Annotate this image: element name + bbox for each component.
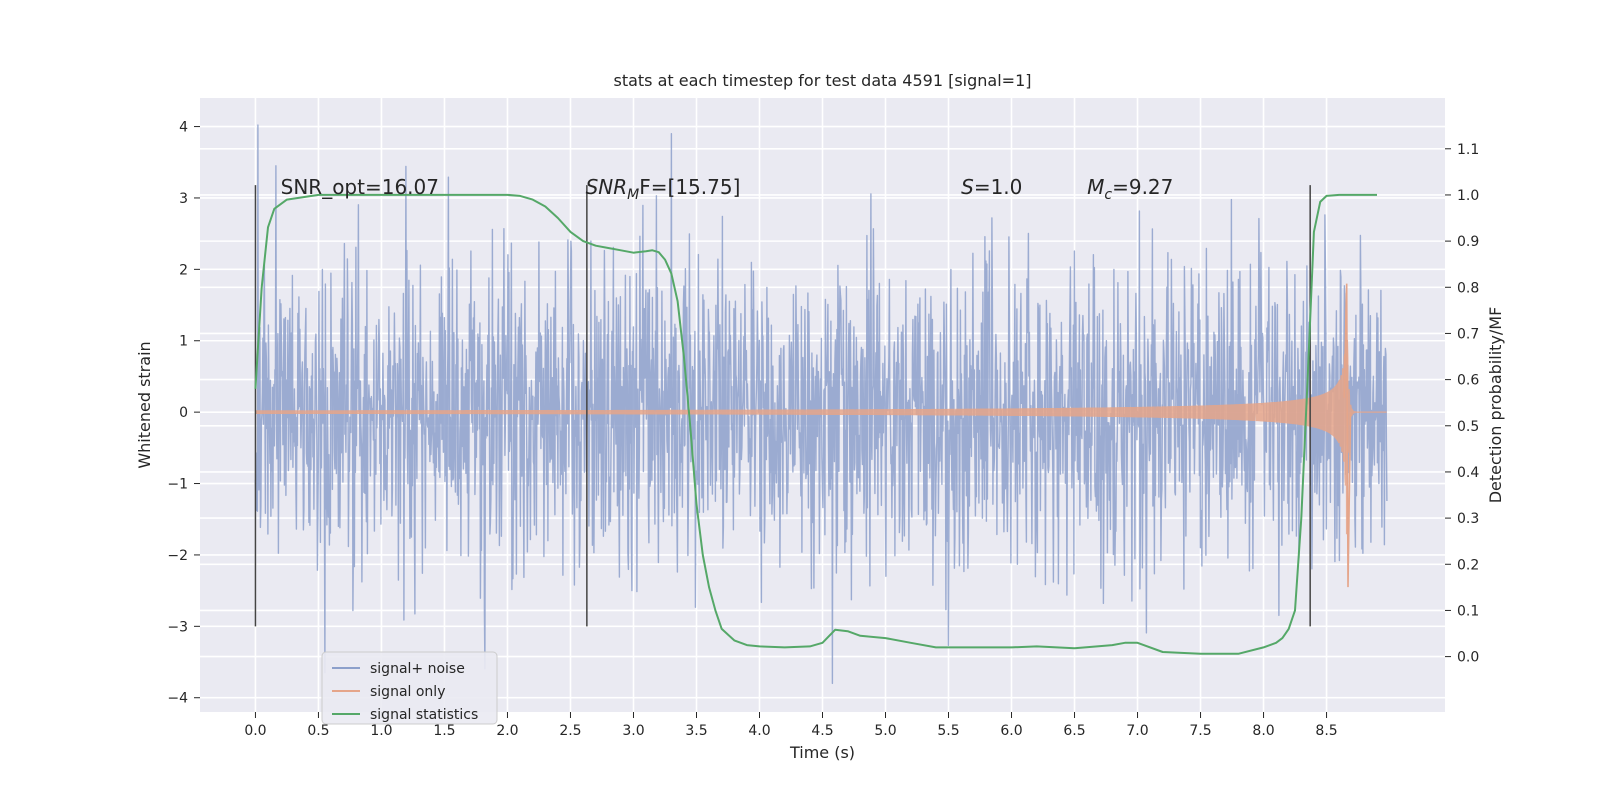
y2-tick-label: 1.1 [1457, 142, 1479, 158]
y2-tick-label: 0.3 [1457, 511, 1479, 527]
y-tick-label: −1 [167, 477, 188, 493]
y2-tick-label: 0.5 [1457, 419, 1479, 435]
x-tick-label: 1.5 [433, 723, 455, 739]
x-tick-label: 8.5 [1315, 723, 1337, 739]
y-axis-label: Whitened strain [135, 341, 154, 468]
annotation-sub: M [627, 187, 639, 203]
y2-tick-label: 0.6 [1457, 373, 1479, 389]
series-merger-spike [1343, 283, 1352, 588]
x-tick-label: 4.5 [811, 723, 833, 739]
x-tick-label: 0.5 [307, 723, 329, 739]
y-tick-label: 1 [179, 334, 188, 350]
series-signal-statistics [254, 193, 1377, 655]
annotation-rest: =9.27 [1112, 175, 1173, 199]
series-line [254, 124, 1388, 685]
annotation-mc: Mc=9.27 [1087, 175, 1173, 203]
y2-axis-ticks: 0.0 0.1 0.2 0.3 0.4 0.5 0.6 0.7 0.8 0.9 1.0 1.1 [1445, 142, 1479, 666]
x-tick-label: 7.5 [1189, 723, 1211, 739]
plot-area [254, 124, 1388, 685]
y2-tick-label: 0.9 [1457, 234, 1479, 250]
y-tick-label: 2 [179, 262, 188, 278]
annotation-rest: F=[15.75] [639, 175, 740, 199]
annotation-main: SNR [586, 175, 628, 199]
series-signal-only [255, 283, 1387, 588]
legend-box [321, 651, 498, 725]
annotation-rest: =1.0 [974, 175, 1023, 199]
x-tick-label: 4.0 [748, 723, 770, 739]
annotation-s: S=1.0 [961, 175, 1022, 199]
annotations: SNR_opt=16.07 SNRMF=[15.75] S=1.0 Mc=9.27 [281, 175, 1174, 203]
y-tick-label: −3 [167, 619, 188, 635]
x-tick-label: 0.0 [244, 723, 266, 739]
vertical-markers [254, 185, 1311, 627]
x-tick-label: 3.0 [622, 723, 644, 739]
legend-label: signal+ noise [370, 661, 465, 677]
annotation-sub: c [1104, 187, 1112, 203]
y2-tick-label: 0.2 [1457, 557, 1479, 573]
annotation-main: S [961, 175, 974, 199]
x-tick-label: 6.5 [1063, 723, 1085, 739]
x-axis-ticks: 0.0 0.5 1.0 1.5 2.0 2.5 3.0 3.5 4.0 4.5 5.0 5.5 6.0 6… [244, 712, 1338, 739]
annotation-snr_opt: SNR_opt=16.07 [281, 175, 439, 199]
x-tick-label: 3.5 [685, 723, 707, 739]
y-tick-label: 4 [179, 120, 188, 136]
y2-tick-label: 0.7 [1457, 326, 1479, 342]
annotation-main: M [1087, 175, 1104, 199]
x-tick-label: 8.0 [1252, 723, 1274, 739]
series-line [255, 292, 1387, 535]
series-signal-plus-noise [254, 124, 1388, 685]
y2-tick-label: 0.1 [1457, 603, 1479, 619]
x-tick-label: 7.0 [1126, 723, 1148, 739]
y2-tick-label: 0.8 [1457, 280, 1479, 296]
y-tick-label: −4 [167, 691, 188, 707]
x-tick-label: 5.5 [937, 723, 959, 739]
y-tick-label: −2 [167, 548, 188, 564]
x-tick-label: 2.0 [496, 723, 518, 739]
x-tick-label: 5.0 [874, 723, 896, 739]
chart-title: stats at each timestep for test data 459… [613, 71, 1031, 90]
x-axis-label: Time (s) [789, 743, 855, 762]
y-tick-label: 3 [179, 191, 188, 207]
y-axis-ticks: −4 −3 −2 −1 0 1 2 3 4 [167, 120, 200, 707]
series-line [254, 193, 1377, 655]
y2-tick-label: 0.0 [1457, 650, 1479, 666]
y2-axis-label: Detection probability/MF [1486, 307, 1505, 504]
y2-tick-label: 1.0 [1457, 188, 1479, 204]
legend: signal+ noise signal only signal statistic… [321, 651, 498, 725]
y2-tick-label: 0.4 [1457, 465, 1479, 481]
annotation-snr_mf: SNRMF=[15.75] [586, 175, 741, 203]
legend-label: signal only [370, 684, 445, 700]
legend-label: signal statistics [370, 707, 478, 723]
x-tick-label: 2.5 [559, 723, 581, 739]
y-tick-label: 0 [179, 405, 188, 421]
x-tick-label: 1.0 [370, 723, 392, 739]
x-tick-label: 6.0 [1000, 723, 1022, 739]
